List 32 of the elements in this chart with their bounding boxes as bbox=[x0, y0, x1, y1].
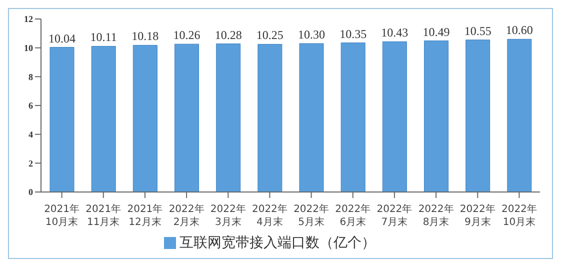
data-label: 10.25 bbox=[256, 28, 284, 42]
y-tick-label: 4 bbox=[28, 130, 34, 140]
data-label: 10.49 bbox=[422, 24, 450, 39]
data-label: 10.30 bbox=[298, 28, 325, 42]
y-tick-label: 8 bbox=[28, 72, 34, 82]
x-tick-label: 2022年 5月末 bbox=[294, 203, 330, 228]
x-tick-label: 2021年 12月末 bbox=[127, 203, 163, 228]
data-label: 10.18 bbox=[132, 29, 159, 44]
y-tick-label: 10 bbox=[24, 43, 34, 54]
y-tick-label: 2 bbox=[28, 158, 34, 168]
data-label: 10.28 bbox=[214, 28, 242, 42]
x-tick-label: 2021年 11月末 bbox=[86, 203, 122, 228]
data-label: 10.26 bbox=[173, 28, 200, 42]
data-label: 10.04 bbox=[48, 31, 76, 46]
x-tick-label: 2022年 6月末 bbox=[335, 203, 371, 228]
x-tick-label: 2021年 10月末 bbox=[44, 203, 80, 228]
x-tick-label: 2022年 9月末 bbox=[460, 203, 496, 228]
data-label: 10.43 bbox=[381, 26, 408, 40]
data-label: 10.60 bbox=[506, 23, 533, 38]
y-tick-label: 0 bbox=[28, 187, 34, 198]
data-label: 10.11 bbox=[90, 30, 117, 44]
y-tick-label: 6 bbox=[28, 100, 34, 111]
data-label: 10.55 bbox=[464, 24, 492, 38]
x-tick-label: 2022年 4月末 bbox=[252, 203, 288, 228]
x-tick-label: 2022年 2月末 bbox=[168, 203, 204, 228]
x-tick-label: 2022年 8月末 bbox=[418, 203, 454, 228]
legend-label: 互联网宽带接入端口数（亿个） bbox=[180, 235, 376, 251]
y-tick-label: 12 bbox=[24, 14, 34, 24]
x-tick-label: 2022年 3月末 bbox=[210, 203, 246, 228]
x-tick-label: 2022年 10月末 bbox=[501, 203, 537, 228]
x-tick-label: 2022年 7月末 bbox=[376, 203, 412, 228]
data-label: 10.35 bbox=[340, 26, 367, 41]
